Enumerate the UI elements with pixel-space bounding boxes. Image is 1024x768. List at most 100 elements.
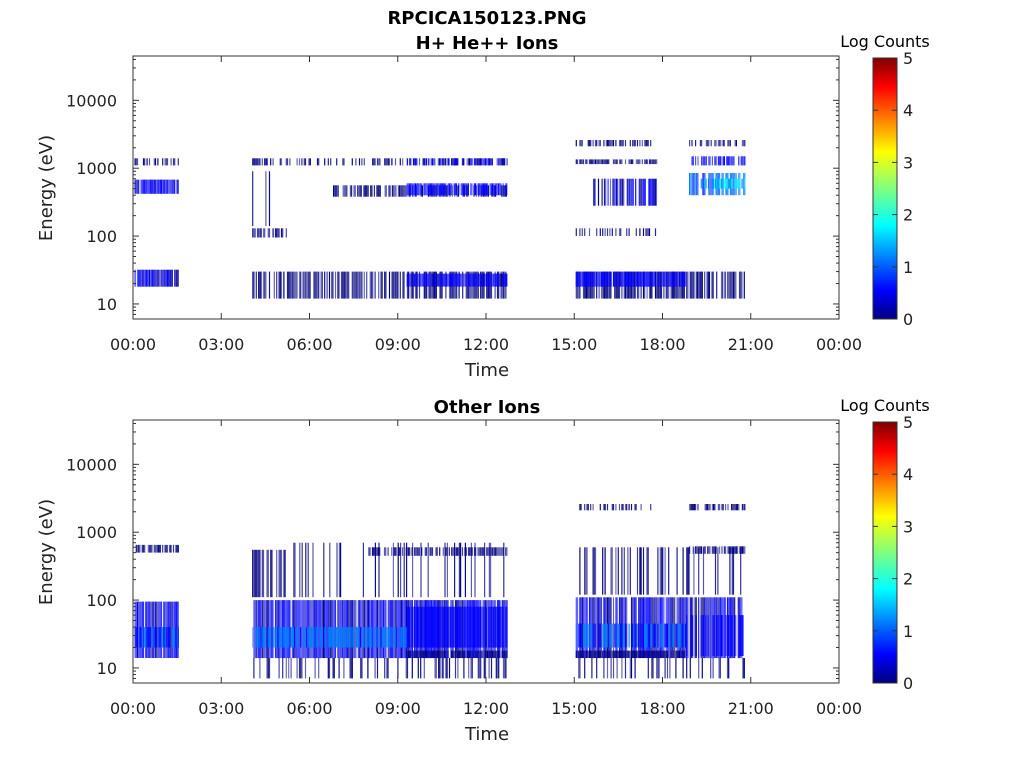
- data-strip: [639, 547, 641, 595]
- data-strip: [280, 271, 283, 299]
- data-strip: [737, 546, 739, 554]
- data-strip: [496, 183, 498, 196]
- data-strip: [634, 140, 636, 147]
- data-strip: [334, 185, 336, 197]
- data-strip: [442, 183, 444, 196]
- data-strip: [645, 159, 647, 165]
- data-strip: [692, 615, 694, 656]
- data-strip: [327, 627, 329, 648]
- data-strip: [403, 185, 405, 197]
- data-strip: [722, 156, 724, 166]
- data-strip: [301, 542, 303, 598]
- data-strip: [409, 547, 411, 556]
- data-strip: [160, 269, 163, 287]
- data-strip: [646, 623, 648, 648]
- data-strip: [726, 271, 729, 299]
- data-strip: [657, 623, 659, 648]
- data-strip: [623, 650, 625, 658]
- data-strip: [147, 627, 149, 648]
- data-strip: [379, 627, 381, 648]
- data-strip: [725, 178, 728, 189]
- data-strip: [590, 623, 592, 648]
- data-strip: [664, 547, 666, 595]
- data-strip: [714, 546, 716, 554]
- data-strip: [411, 273, 413, 287]
- data-strip: [371, 185, 373, 197]
- data-strip: [600, 271, 603, 287]
- y-axis-label: Energy (eV): [36, 499, 57, 605]
- colorbar-tick-label: 1: [903, 258, 913, 277]
- data-strip: [258, 228, 260, 238]
- data-strip: [475, 650, 477, 658]
- data-strip: [472, 606, 474, 648]
- data-strip: [624, 650, 627, 658]
- data-strip: [424, 547, 426, 556]
- data-strip: [669, 271, 671, 287]
- data-strip: [413, 547, 416, 556]
- data-strip: [669, 623, 671, 648]
- data-strip: [442, 650, 444, 658]
- data-strip: [471, 183, 473, 196]
- data-strip: [743, 658, 745, 679]
- data-strip: [503, 185, 505, 197]
- data-strip: [495, 650, 497, 658]
- data-strip: [689, 271, 691, 299]
- data-strip: [615, 271, 617, 287]
- data-strip: [397, 542, 399, 598]
- data-strip: [413, 183, 415, 196]
- data-strip: [716, 615, 718, 656]
- data-strip: [590, 140, 592, 147]
- data-strip: [610, 547, 612, 595]
- data-strip: [587, 650, 589, 658]
- data-strip: [654, 178, 656, 206]
- data-strip: [406, 650, 408, 658]
- data-strip: [650, 623, 652, 648]
- data-strip: [695, 173, 697, 196]
- data-strip: [364, 627, 367, 648]
- data-strip: [639, 650, 641, 658]
- data-strip: [421, 185, 423, 197]
- data-strip: [358, 627, 361, 648]
- data-strip: [502, 273, 504, 287]
- data-strip: [598, 159, 600, 165]
- data-strip: [582, 271, 585, 287]
- data-strip: [318, 600, 320, 659]
- data-strip: [503, 542, 505, 598]
- data-strip: [144, 269, 146, 287]
- data-strip: [418, 547, 420, 556]
- data-strip: [262, 627, 265, 648]
- data-strip: [642, 178, 644, 206]
- data-strip: [487, 183, 489, 196]
- data-strip: [662, 650, 664, 658]
- data-strip: [618, 159, 621, 165]
- data-strip: [470, 658, 472, 679]
- data-strip: [701, 271, 703, 299]
- data-strip: [579, 228, 581, 236]
- data-strip: [344, 627, 346, 648]
- data-strip: [641, 271, 643, 287]
- data-strip: [159, 627, 161, 648]
- data-strip: [488, 542, 490, 598]
- data-strip: [406, 547, 408, 556]
- data-strip: [581, 650, 583, 658]
- data-strip: [303, 158, 305, 166]
- data-strip: [678, 650, 681, 658]
- data-strip: [606, 228, 609, 236]
- data-strip: [396, 271, 398, 299]
- data-strip: [379, 185, 381, 197]
- data-strip: [406, 183, 408, 196]
- data-strip: [402, 271, 404, 299]
- data-strip: [491, 606, 493, 648]
- data-strip: [605, 623, 607, 648]
- data-strip: [357, 185, 359, 197]
- data-strip: [385, 271, 387, 299]
- data-strip: [413, 158, 415, 166]
- data-strip: [575, 140, 577, 147]
- data-strip: [482, 158, 484, 166]
- data-strip: [682, 650, 684, 658]
- data-strip: [158, 179, 160, 194]
- data-strip: [330, 158, 332, 166]
- data-strip: [604, 650, 606, 658]
- data-strip: [423, 658, 425, 679]
- data-strip: [602, 623, 604, 648]
